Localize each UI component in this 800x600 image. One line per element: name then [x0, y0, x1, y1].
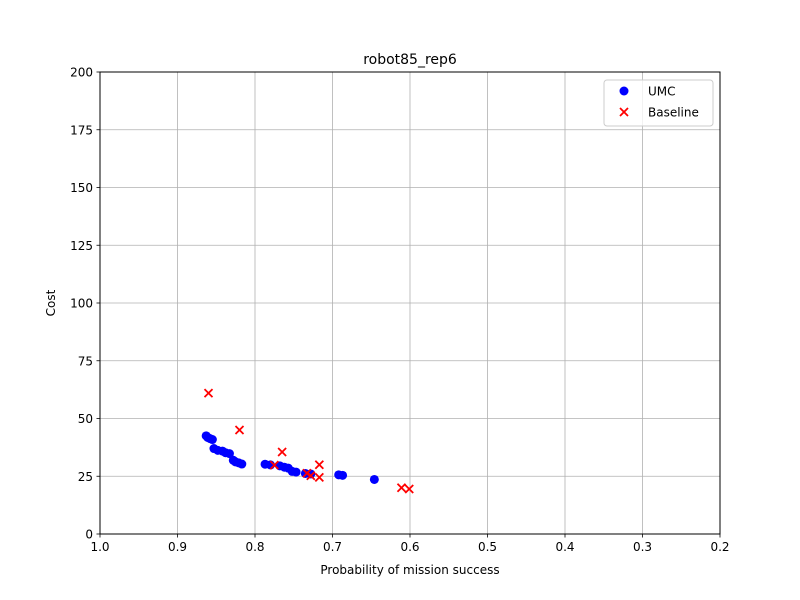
data-point-umc	[207, 435, 217, 445]
y-tick-label: 175	[70, 123, 93, 137]
legend-label-baseline: Baseline	[648, 106, 699, 120]
y-tick-label: 50	[78, 412, 93, 426]
y-tick-label: 0	[85, 528, 93, 542]
x-tick-label: 1.0	[90, 540, 109, 554]
data-point-baseline	[269, 460, 280, 470]
data-point-baseline	[234, 425, 245, 435]
y-tick-label: 100	[70, 297, 93, 311]
data-point-baseline	[396, 483, 407, 493]
x-axis-label: Probability of mission success	[320, 563, 499, 577]
x-tick-label: 0.8	[245, 540, 264, 554]
data-point-baseline	[277, 447, 287, 457]
y-tick-label: 75	[78, 354, 93, 368]
legend-box	[603, 79, 714, 127]
x-axis-ticks: 1.0 0.9 0.8 0.7 0.6 0.5 0.4 0.3 0.2	[90, 534, 730, 554]
data-point-umc	[291, 467, 301, 477]
legend-marker-baseline	[619, 107, 629, 117]
data-point-baseline	[404, 484, 414, 494]
data-point-baseline	[314, 472, 324, 483]
y-tick-label: 125	[70, 239, 93, 253]
y-axis-label: Cost	[44, 289, 58, 316]
legend: UMC Baseline	[603, 79, 714, 127]
data-point-baseline	[314, 460, 324, 470]
data-point-umc	[237, 459, 247, 469]
x-tick-label: 0.3	[633, 540, 652, 554]
x-tick-label: 0.7	[323, 540, 342, 554]
data-point-baseline	[203, 388, 214, 398]
y-tick-label: 150	[70, 181, 93, 195]
data-point-umc	[369, 474, 379, 484]
x-tick-label: 0.4	[555, 540, 574, 554]
x-tick-label: 0.5	[478, 540, 497, 554]
x-tick-label: 0.2	[710, 540, 729, 554]
legend-label-umc: UMC	[648, 85, 676, 99]
x-tick-label: 0.6	[400, 540, 419, 554]
x-tick-label: 0.9	[168, 540, 187, 554]
y-axis-ticks: 0 25 50 75 100 125 150 175 200	[70, 66, 100, 542]
legend-marker-umc	[619, 86, 629, 96]
y-tick-label: 200	[70, 66, 93, 80]
y-tick-label: 25	[78, 470, 93, 484]
data-point-umc	[224, 449, 234, 459]
chart-title: robot85_rep6	[363, 52, 457, 68]
data-point-baseline	[306, 471, 316, 481]
data-points	[201, 388, 414, 494]
data-point-umc	[338, 470, 348, 480]
